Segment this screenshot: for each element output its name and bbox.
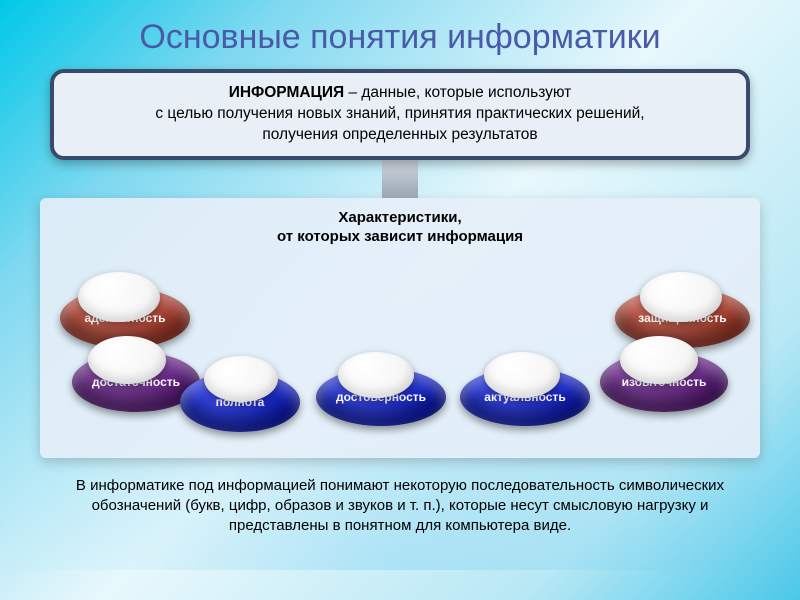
definition-box: ИНФОРМАЦИЯ – данные, которые используют … [50, 69, 750, 160]
definition-line1: ИНФОРМАЦИЯ – данные, которые используют [74, 83, 726, 104]
definition-text: – данные, которые используют [344, 84, 571, 101]
white-disc-1 [640, 272, 722, 322]
definition-line2: с целью получения новых знаний, принятия… [74, 104, 726, 125]
white-disc-5 [338, 352, 414, 398]
white-disc-6 [484, 352, 560, 398]
white-disc-3 [620, 336, 698, 384]
white-disc-2 [88, 336, 166, 384]
footer-text: В информатике под информацией понимают н… [50, 476, 750, 537]
definition-term: ИНФОРМАЦИЯ [229, 84, 344, 101]
definition-line3: получения определенных результатов [74, 125, 726, 146]
white-disc-0 [78, 272, 160, 322]
white-disc-4 [204, 356, 278, 402]
slide-title: Основные понятия информатики [0, 0, 800, 69]
